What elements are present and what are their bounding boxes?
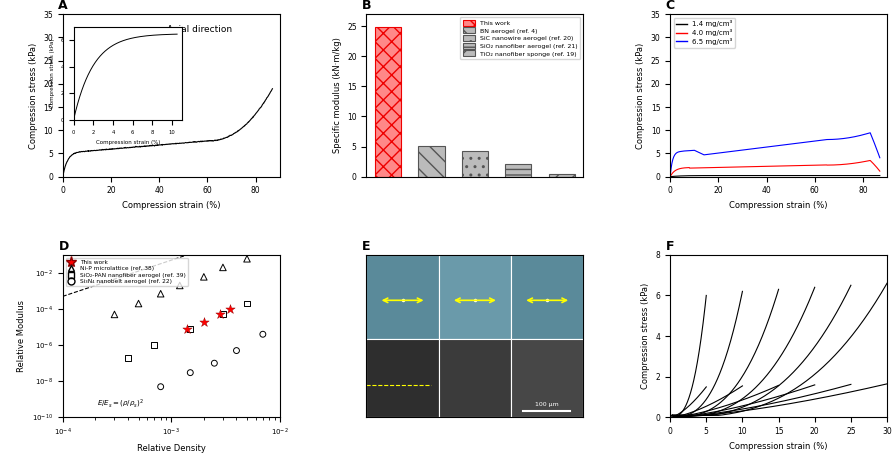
Text: $E/E_s = (\rho/\rho_s)^2$: $E/E_s = (\rho/\rho_s)^2$ [98, 398, 144, 410]
Point [147, 341, 161, 349]
Point [173, 282, 187, 289]
Text: C: C [666, 0, 675, 13]
Text: A: A [58, 0, 68, 13]
Point [229, 347, 244, 354]
Y-axis label: Specific modulus (kN·m/kg): Specific modulus (kN·m/kg) [332, 38, 341, 153]
Point [108, 310, 122, 318]
Point [183, 325, 197, 333]
Point [121, 354, 135, 362]
Legend: 1.4 mg/cm³, 4.0 mg/cm³, 6.5 mg/cm³: 1.4 mg/cm³, 4.0 mg/cm³, 6.5 mg/cm³ [674, 17, 736, 47]
Point [255, 331, 270, 338]
Legend: This work, BN aerogel (ref. 4), SiC nanowire aerogel (ref. 20), SiO₂ nanofiber a: This work, BN aerogel (ref. 4), SiC nano… [460, 17, 581, 59]
Point [180, 325, 194, 333]
Point [240, 255, 254, 263]
Text: E: E [362, 240, 371, 253]
Y-axis label: Compression stress (kPa): Compression stress (kPa) [636, 42, 645, 149]
Point [183, 369, 197, 377]
Point [216, 310, 230, 318]
Legend: This work, Ni-P microlattice (ref. 38), SiO₂-PAN nanofiber aerogel (ref. 39), Si: This work, Ni-P microlattice (ref. 38), … [65, 257, 188, 286]
Bar [418, 146, 444, 177]
X-axis label: Compression strain (%): Compression strain (%) [122, 201, 220, 210]
Point [262, 246, 276, 253]
Point [153, 290, 168, 297]
Y-axis label: Compression stress (kPa): Compression stress (kPa) [29, 42, 38, 149]
Text: B: B [362, 0, 372, 13]
Point [216, 264, 230, 271]
Point [196, 273, 211, 280]
Point [207, 359, 221, 367]
Text: Axial direction: Axial direction [167, 25, 232, 34]
Point [132, 300, 146, 307]
Y-axis label: Relative Modulus: Relative Modulus [17, 300, 26, 372]
Bar [505, 164, 531, 177]
Point [212, 310, 227, 318]
Bar [461, 151, 488, 177]
Point [196, 318, 211, 325]
Text: D: D [58, 240, 69, 253]
X-axis label: Compression strain (%): Compression strain (%) [729, 442, 828, 451]
Point [223, 305, 237, 313]
X-axis label: Relative Density: Relative Density [137, 444, 205, 453]
Text: F: F [666, 240, 675, 253]
Text: 100 μm: 100 μm [535, 402, 558, 407]
Y-axis label: Compression stress (kPa): Compression stress (kPa) [641, 283, 650, 389]
Point [153, 383, 168, 391]
X-axis label: Compression strain (%): Compression strain (%) [729, 201, 828, 210]
Bar [375, 27, 401, 177]
Bar [548, 174, 574, 177]
Point [240, 300, 254, 307]
